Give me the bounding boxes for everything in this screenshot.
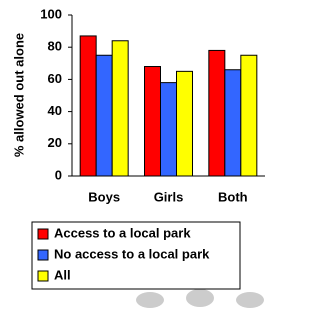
y-tick-label: 80: [48, 39, 62, 54]
bar: [145, 67, 161, 176]
x-tick-label: Boys: [88, 189, 120, 204]
bar: [225, 70, 241, 176]
y-axis-label: % allowed out alone: [11, 33, 26, 157]
x-tick-label: Girls: [154, 189, 184, 204]
legend-label: Access to a local park: [54, 225, 191, 240]
legend-swatch: [38, 271, 48, 281]
y-tick-label: 0: [55, 167, 62, 182]
x-tick-label: Both: [218, 189, 248, 204]
y-tick-label: 20: [48, 135, 62, 150]
bar: [80, 36, 96, 176]
y-tick-label: 60: [48, 71, 62, 86]
bar: [96, 55, 112, 176]
bar: [161, 83, 177, 176]
decoration: [136, 289, 264, 308]
bar: [241, 55, 257, 176]
y-tick-label: 100: [40, 6, 62, 21]
y-tick-label: 40: [48, 103, 62, 118]
bar: [209, 50, 225, 176]
legend-label: No access to a local park: [54, 246, 210, 261]
bar: [112, 41, 128, 176]
legend-swatch: [38, 250, 48, 260]
legend-label: All: [54, 267, 71, 282]
legend-swatch: [38, 229, 48, 239]
chart: % allowed out alone 0 20 40 60 80 100 Boys Girl…: [0, 0, 291, 325]
bar: [177, 71, 193, 176]
